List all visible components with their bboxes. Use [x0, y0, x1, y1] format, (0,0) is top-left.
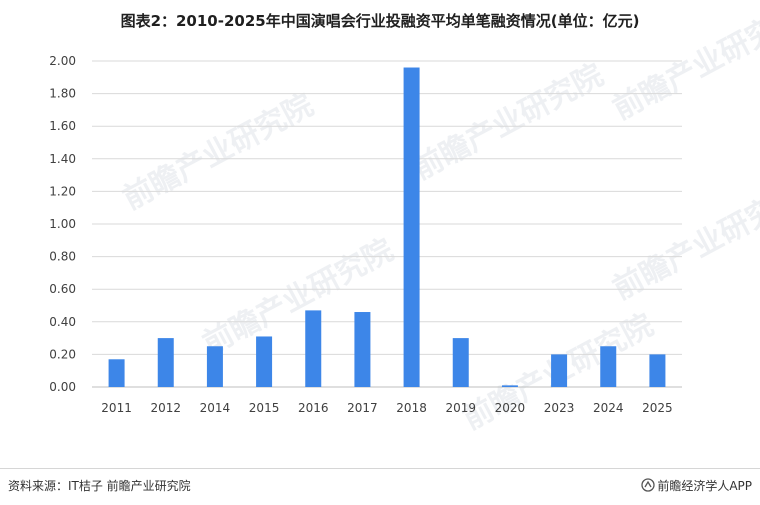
bar-2012 [157, 338, 174, 387]
bar-series [108, 67, 666, 388]
watermark-text: 前瞻产业研究院 [117, 88, 319, 217]
y-tick-label: 0.80 [49, 250, 76, 264]
watermark-text: 前瞻产业研究院 [607, 178, 760, 307]
brand-logo-icon [641, 478, 655, 492]
x-tick-label: 2015 [249, 401, 280, 415]
source-note: 资料来源：IT桔子 前瞻产业研究院 [8, 479, 191, 493]
chart-title: 图表2：2010-2025年中国演唱会行业投融资平均单笔融资情况(单位：亿元) [120, 12, 640, 30]
y-tick-label: 0.00 [49, 380, 76, 394]
bar-2017 [354, 312, 371, 387]
gridlines [92, 60, 682, 388]
watermark-text: 前瞻产业研究院 [607, 0, 760, 127]
bar-2025 [649, 354, 666, 387]
y-tick-label: 1.40 [49, 152, 76, 166]
y-tick-label: 0.20 [49, 347, 76, 361]
x-tick-label: 2025 [642, 401, 673, 415]
bar-2011 [108, 359, 125, 387]
x-tick-label: 2018 [396, 401, 427, 415]
bar-2023 [551, 354, 568, 387]
bar-2018 [403, 67, 420, 388]
y-tick-label: 1.20 [49, 184, 76, 198]
watermark-text: 前瞻产业研究院 [407, 58, 609, 187]
x-tick-label: 2014 [200, 401, 231, 415]
bar-chart: 前瞻产业研究院前瞻产业研究院前瞻产业研究院前瞻产业研究院前瞻产业研究院前瞻产业研… [49, 0, 760, 437]
y-tick-label: 1.80 [49, 87, 76, 101]
brand-label: 前瞻经济学人APP [657, 479, 752, 493]
x-tick-label: 2017 [347, 401, 378, 415]
y-axis-ticks: 0.00 0.20 0.40 0.60 0.80 1.00 1.20 1.40 1.60 1.80… [49, 54, 76, 394]
x-tick-label: 2023 [544, 401, 575, 415]
x-axis-ticks: 2011 2012 2014 2015 2016 2017 2018 2019 2020 2023… [101, 401, 672, 415]
x-tick-label: 2012 [150, 401, 181, 415]
bar-2019 [452, 338, 469, 387]
y-tick-label: 1.60 [49, 119, 76, 133]
footer: 资料来源：IT桔子 前瞻产业研究院 前瞻经济学人APP [0, 468, 760, 505]
y-tick-label: 1.00 [49, 217, 76, 231]
bar-2015 [256, 336, 273, 387]
x-tick-label: 2024 [593, 401, 624, 415]
bar-2020 [501, 385, 518, 387]
bar-2024 [600, 346, 617, 387]
x-tick-label: 2016 [298, 401, 329, 415]
y-tick-label: 0.40 [49, 315, 76, 329]
x-tick-label: 2020 [495, 401, 526, 415]
bar-2016 [305, 310, 322, 387]
x-tick-label: 2011 [101, 401, 132, 415]
y-tick-label: 0.60 [49, 282, 76, 296]
x-tick-label: 2019 [445, 401, 476, 415]
brand-credit: 前瞻经济学人APP [641, 477, 752, 494]
bar-2014 [206, 346, 223, 387]
y-tick-label: 2.00 [49, 54, 76, 68]
